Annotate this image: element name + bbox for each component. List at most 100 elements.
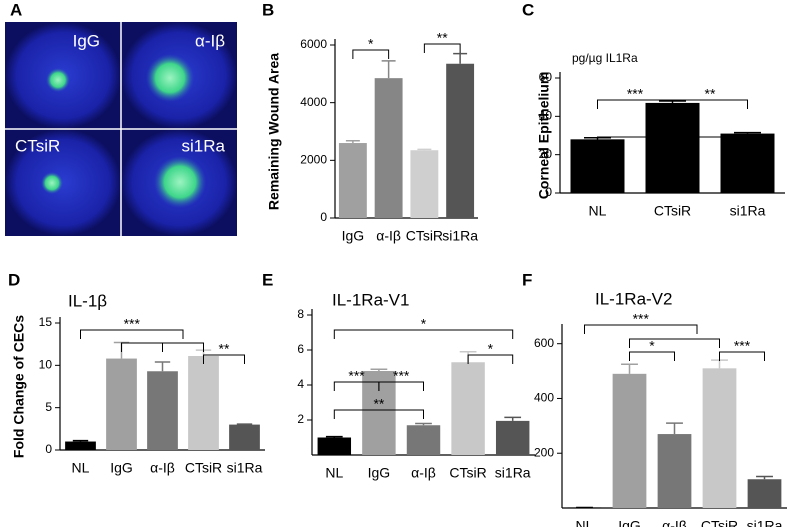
- error-bar: [381, 60, 396, 79]
- bar: [702, 368, 737, 508]
- y-tick-label: 5: [45, 400, 52, 414]
- bar: [612, 373, 647, 508]
- x-tick-label: NL: [589, 203, 607, 219]
- x-tick-label: si1Ra: [495, 465, 531, 481]
- bar: [188, 356, 219, 450]
- significance-label: *: [368, 36, 374, 52]
- bar: [338, 143, 367, 218]
- bar: [446, 63, 475, 218]
- x-tick-label: CTsiR: [449, 465, 486, 481]
- error-bar: [504, 416, 522, 421]
- x-tick-label: α-Iβ: [376, 228, 401, 244]
- y-tick-label: 20: [539, 147, 553, 161]
- x-tick-label: CTsiR: [654, 203, 691, 219]
- y-tick-label: 2: [297, 412, 304, 426]
- y-axis-label: Remaining Wound Area: [266, 53, 282, 210]
- error-bar: [325, 435, 343, 438]
- error-bar: [345, 139, 360, 144]
- panel-label: F: [522, 270, 532, 289]
- x-tick-label: IgG: [110, 460, 133, 476]
- y-tick-label: 0: [320, 210, 327, 224]
- y-tick-label: 4: [297, 377, 304, 391]
- image-label: CTsiR: [15, 136, 60, 155]
- bar: [65, 441, 96, 450]
- significance-label: **: [437, 30, 448, 46]
- x-tick-label: IgG: [618, 518, 641, 527]
- significance-bracket: [378, 381, 424, 391]
- error-bar: [756, 475, 773, 480]
- error-bar: [417, 148, 432, 151]
- error-bar: [72, 439, 89, 442]
- significance-bracket: [672, 99, 748, 109]
- y-tick-label: 600: [534, 336, 554, 350]
- chart-title: IL-1β: [68, 291, 107, 310]
- error-bar: [711, 359, 728, 369]
- panel-label: D: [8, 270, 20, 289]
- bar: [495, 420, 530, 455]
- significance-bracket: [584, 324, 698, 334]
- significance-label: **: [705, 86, 716, 102]
- significance-bracket: [423, 43, 461, 53]
- chart-title: IL-1Ra-V1: [332, 290, 409, 309]
- image-label: α-Iβ: [195, 31, 225, 50]
- bar: [451, 362, 485, 455]
- y-tick-label: 4000: [300, 95, 327, 109]
- significance-label: *: [421, 316, 427, 332]
- bar: [410, 150, 439, 218]
- significance-bracket: [80, 329, 184, 339]
- y-axis-label: Fold Change of CECs: [11, 315, 27, 458]
- x-tick-label: α-Iβ: [411, 465, 436, 481]
- panel-label: A: [10, 0, 22, 19]
- x-tick-label: NL: [325, 465, 343, 481]
- error-bar: [453, 52, 468, 64]
- bar: [147, 371, 178, 450]
- significance-label: **: [373, 396, 384, 412]
- error-bar: [666, 422, 683, 435]
- y-axis-label: Corneal Epithelium: [536, 72, 552, 200]
- bar: [406, 425, 441, 455]
- significance-bracket: [597, 136, 748, 146]
- y-tick-label: 8: [297, 307, 304, 321]
- bar: [229, 424, 260, 450]
- significance-bracket: [629, 351, 675, 361]
- chart-title: IL-1Ra-V2: [595, 289, 672, 308]
- significance-label: **: [219, 341, 230, 357]
- x-tick-label: si1Ra: [730, 203, 766, 219]
- bar: [317, 437, 352, 455]
- bar: [106, 358, 137, 450]
- significance-label: ***: [627, 86, 644, 102]
- y-tick-label: 0: [45, 442, 52, 456]
- x-tick-label: si1Ra: [747, 518, 783, 527]
- image-panel: IgG α-Iβ CTsiR si1Ra: [5, 22, 237, 236]
- x-tick-label: NL: [576, 518, 594, 527]
- y-tick-label: 6: [297, 342, 304, 356]
- significance-bracket: [203, 354, 245, 364]
- y-tick-label: 200: [534, 445, 554, 459]
- x-tick-label: si1Ra: [227, 460, 263, 476]
- significance-bracket: [333, 329, 514, 339]
- x-tick-label: IgG: [342, 228, 365, 244]
- bar: [657, 434, 692, 508]
- significance-label: ***: [734, 338, 751, 354]
- significance-label: ***: [393, 368, 410, 384]
- significance-bracket: [333, 409, 424, 419]
- significance-label: ***: [633, 311, 650, 327]
- y-tick-label: 60: [539, 70, 553, 84]
- significance-bracket: [629, 338, 720, 348]
- bar: [645, 102, 700, 193]
- y-tick-label: 6000: [300, 37, 327, 51]
- significance-label: *: [649, 338, 655, 354]
- error-bar: [154, 361, 171, 372]
- x-tick-label: CTsiR: [701, 518, 738, 527]
- significance-label: *: [488, 341, 494, 357]
- error-bar: [621, 363, 638, 374]
- significance-bracket: [352, 49, 390, 59]
- significance-label: ***: [124, 316, 141, 332]
- x-tick-label: α-Iβ: [662, 518, 687, 527]
- bar: [374, 78, 403, 219]
- significance-bracket: [719, 351, 765, 361]
- y-tick-label: 40: [539, 109, 553, 123]
- significance-label: ***: [348, 368, 365, 384]
- x-tick-label: si1Ra: [442, 228, 478, 244]
